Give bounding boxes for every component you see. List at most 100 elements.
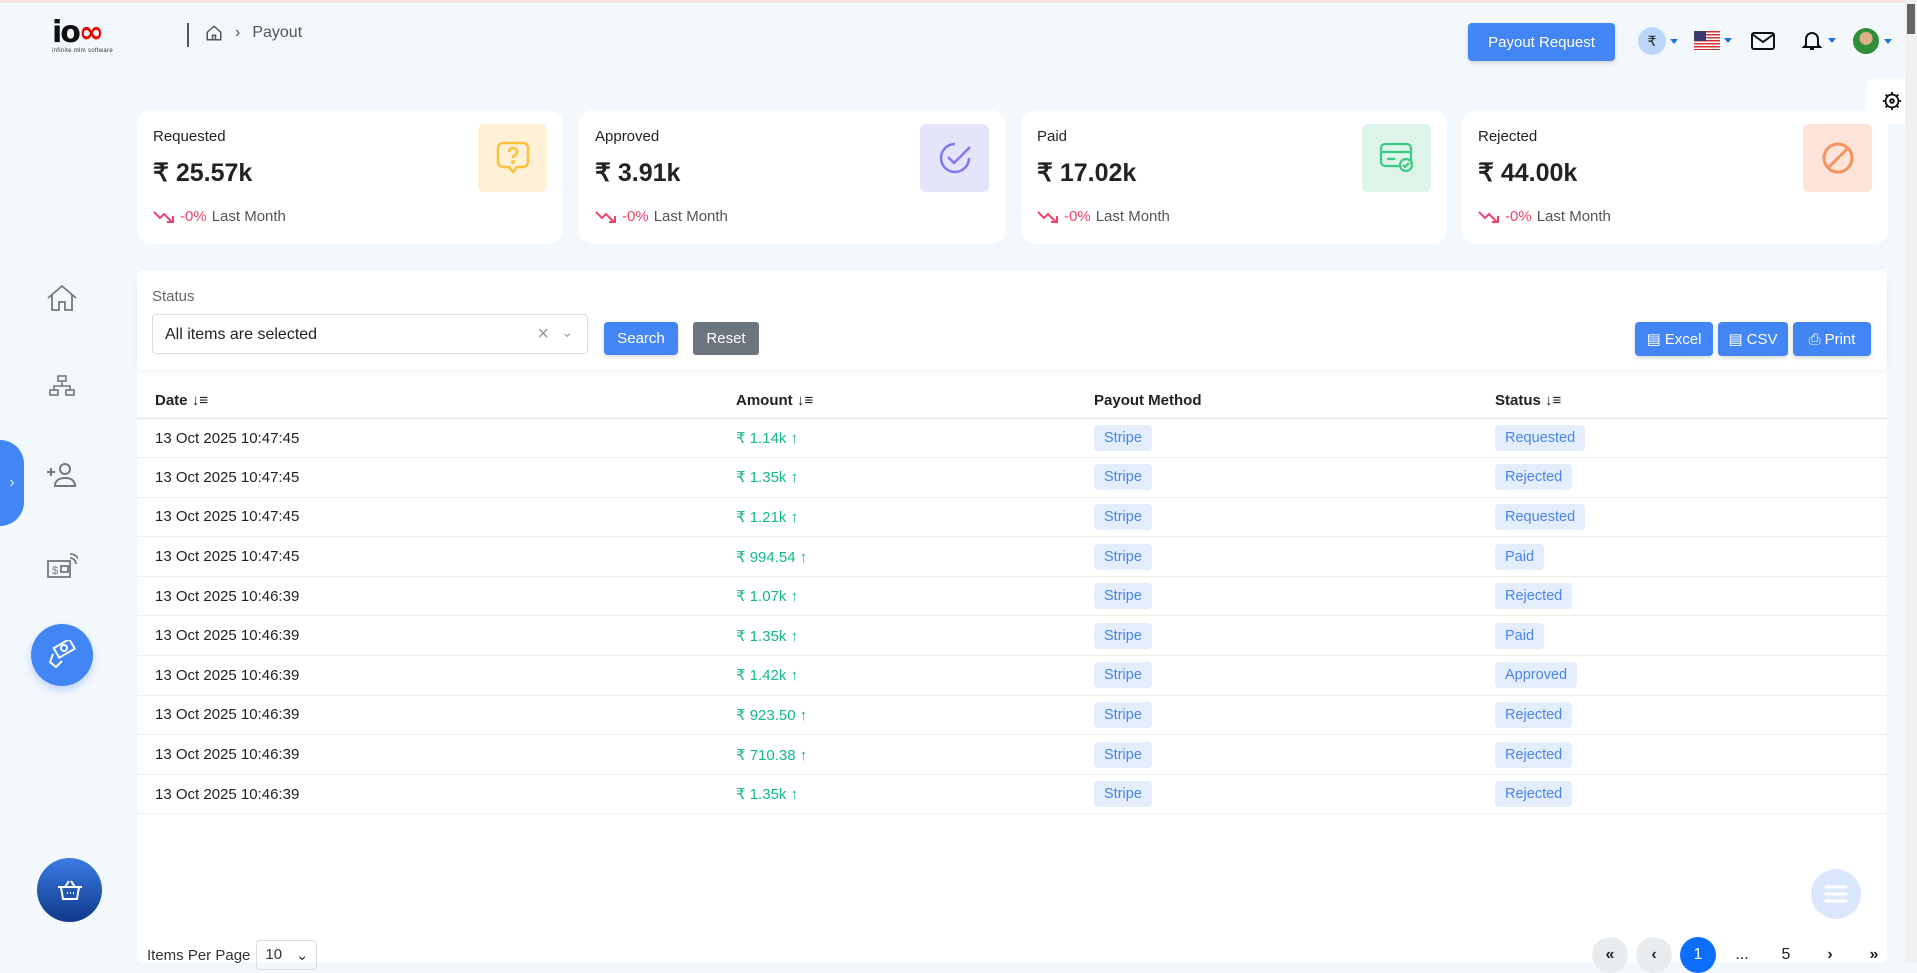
arrow-up-icon: ↑ [799,746,808,764]
logo[interactable]: io∞ infinite mlm software [52,18,142,62]
home-icon[interactable] [46,283,78,313]
payout-method-badge: Stripe [1094,741,1152,768]
stat-card-rejected: Rejected ₹ 44.00k -0% Last Month [1462,110,1888,244]
scrollbar[interactable] [1905,0,1917,963]
chevron-down-icon[interactable]: ⌄ [561,324,573,340]
logo-mark: io∞ [52,15,104,50]
stat-label: Rejected [1478,128,1538,145]
column-header-date[interactable]: Date ↓≡ [137,380,736,420]
card-check-icon [1362,124,1431,192]
sort-icon: ↓≡ [1545,391,1562,409]
stat-change: -0% [180,208,207,225]
column-header-amount[interactable]: Amount ↓≡ [736,380,1094,420]
arrow-up-icon: ↑ [790,469,799,487]
stat-card-approved: Approved ₹ 3.91k -0% Last Month [579,110,1005,244]
chevron-down-icon: ⌄ [295,947,309,964]
add-user-icon[interactable] [46,462,78,488]
page-button-2[interactable]: 1 [1680,937,1716,973]
sort-icon: ↓≡ [796,391,814,409]
arrow-up-icon: ↑ [790,627,799,645]
payout-method-badge: Stripe [1094,662,1152,689]
filter-bar: Status All items are selected × ⌄ Search… [137,270,1887,370]
stat-trend: -0% Last Month [595,208,728,225]
avatar [1852,27,1880,55]
page-button-1[interactable]: ‹ [1636,937,1672,973]
table-row: 13 Oct 2025 10:46:39 ₹ 710.38 ↑ Stripe R… [137,734,1887,775]
payout-method-cell: Stripe [1094,695,1495,736]
status-badge: Paid [1495,543,1545,570]
csv-export-button[interactable]: ▤ CSV [1718,322,1788,356]
divider [187,23,189,47]
breadcrumb-current: Payout [252,24,303,41]
caret-down-icon [1724,38,1732,43]
status-cell: Requested [1495,418,1887,459]
payout-method-badge: Stripe [1094,583,1152,610]
pagination: «‹ 1... 5 › » [1592,937,1892,973]
top-border [0,0,1917,3]
date-cell: 13 Oct 2025 10:46:39 [137,576,736,617]
payout-method-badge: Stripe [1094,425,1152,452]
svg-text:$: $ [52,565,58,577]
payout-method-badge: Stripe [1094,701,1152,728]
payout-method-cell: Stripe [1094,774,1495,815]
sidebar-item-payout[interactable] [31,624,93,686]
stat-change: -0% [622,208,649,225]
page-button-5[interactable]: › [1827,946,1833,963]
network-tree-icon[interactable] [49,375,75,397]
reset-button[interactable]: Reset [693,322,759,355]
currency-dropdown[interactable]: ₹ [1638,27,1678,55]
table-row: 13 Oct 2025 10:46:39 ₹ 923.50 ↑ Stripe R… [137,695,1887,736]
print-button[interactable]: ⎙ Print [1793,322,1871,356]
payout-method-cell: Stripe [1094,536,1495,577]
items-per-page-label: Items Per Page [147,946,251,964]
page-button-4[interactable]: 5 [1781,946,1791,963]
status-cell: Requested [1495,497,1887,538]
cart-button[interactable] [37,858,102,922]
stat-label: Paid [1037,128,1068,145]
hamburger-icon [1824,885,1848,903]
status-filter-label: Status [152,288,195,305]
amount-cell: ₹ 1.21k ↑ [736,497,1094,538]
arrow-up-icon: ↑ [790,588,799,606]
bell-icon [1801,32,1823,50]
page-button-3[interactable]: ... [1735,946,1749,963]
date-cell: 13 Oct 2025 10:47:45 [137,418,736,459]
amount-cell: ₹ 994.54 ↑ [736,536,1094,577]
gear-icon [1882,91,1901,111]
menu-fab[interactable] [1811,869,1861,919]
stat-card-paid: Paid ₹ 17.02k -0% Last Month [1021,110,1447,244]
column-header-payout-method: Payout Method [1094,380,1495,420]
stat-change: -0% [1064,208,1091,225]
user-menu[interactable] [1852,27,1892,55]
trend-down-icon [1037,210,1058,223]
payout-method-badge: Stripe [1094,543,1152,570]
page-button-6[interactable]: » [1869,946,1879,963]
notifications-dropdown[interactable] [1800,28,1836,52]
excel-export-button[interactable]: ▤ Excel [1635,322,1713,356]
caret-down-icon [1884,38,1892,44]
search-button[interactable]: Search [604,322,678,355]
trend-down-icon [153,210,174,223]
breadcrumb: › Payout [205,24,302,42]
items-per-page-select[interactable]: 10 ⌄ [256,940,318,970]
page-button-0[interactable]: « [1592,937,1628,973]
amount-cell: ₹ 710.38 ↑ [736,734,1094,775]
table-row: 13 Oct 2025 10:46:39 ₹ 1.35k ↑ Stripe Pa… [137,615,1887,657]
csv-label: CSV [1746,330,1778,348]
column-header-status[interactable]: Status ↓≡ [1495,380,1887,420]
status-select[interactable]: All items are selected × ⌄ [152,314,588,354]
clear-icon[interactable]: × [537,323,549,345]
wallet-cash-icon[interactable]: $ [46,552,78,580]
amount-cell: ₹ 923.50 ↑ [736,695,1094,736]
date-cell: 13 Oct 2025 10:46:39 [137,695,736,736]
sidebar-toggle[interactable]: › [0,440,24,526]
currency-icon: ₹ [1638,27,1666,55]
stat-value: ₹ 3.91k [595,159,681,187]
trend-down-icon [595,210,616,223]
home-icon[interactable] [205,24,223,42]
amount-cell: ₹ 1.35k ↑ [736,457,1094,498]
mail-icon[interactable] [1751,31,1775,51]
status-badge: Rejected [1495,701,1573,728]
language-dropdown[interactable] [1694,31,1732,50]
payout-request-button[interactable]: Payout Request [1468,23,1615,61]
